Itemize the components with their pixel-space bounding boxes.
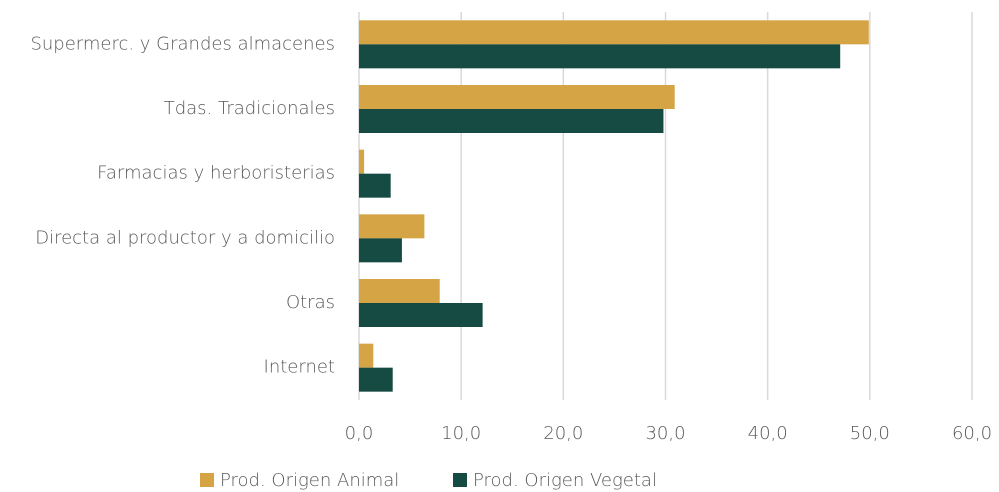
legend-label: Prod. Origen Vegetal <box>473 470 657 491</box>
legend-swatch <box>453 473 467 487</box>
bar <box>359 343 374 368</box>
bar <box>359 44 841 69</box>
x-tick-label: 30,0 <box>645 423 685 444</box>
x-tick-label: 40,0 <box>748 423 788 444</box>
x-tick-label: 0,0 <box>345 423 374 444</box>
bar <box>359 20 869 45</box>
bar <box>359 149 365 174</box>
bar <box>359 109 664 133</box>
x-tick-label: 10,0 <box>441 423 481 444</box>
bar <box>359 85 675 109</box>
legend-label: Prod. Origen Animal <box>220 470 399 491</box>
bar <box>359 303 483 327</box>
bar <box>359 214 425 239</box>
x-tick-label: 60,0 <box>952 423 992 444</box>
x-tick-label: 50,0 <box>850 423 890 444</box>
legend-swatch <box>200 473 214 487</box>
y-tick-label: Supermerc. y Grandes almacenes <box>30 33 335 54</box>
y-tick-label: Internet <box>264 357 335 378</box>
y-tick-label: Tdas. Tradicionales <box>164 98 335 119</box>
y-tick-label: Otras <box>286 292 335 313</box>
y-tick-label: Farmacias y herboristerias <box>97 163 335 184</box>
x-tick-label: 20,0 <box>543 423 583 444</box>
bar <box>359 173 391 198</box>
bar <box>359 238 402 263</box>
y-tick-label: Directa al productor y a domicilio <box>35 227 335 248</box>
bar <box>359 367 393 392</box>
bar <box>359 279 440 303</box>
